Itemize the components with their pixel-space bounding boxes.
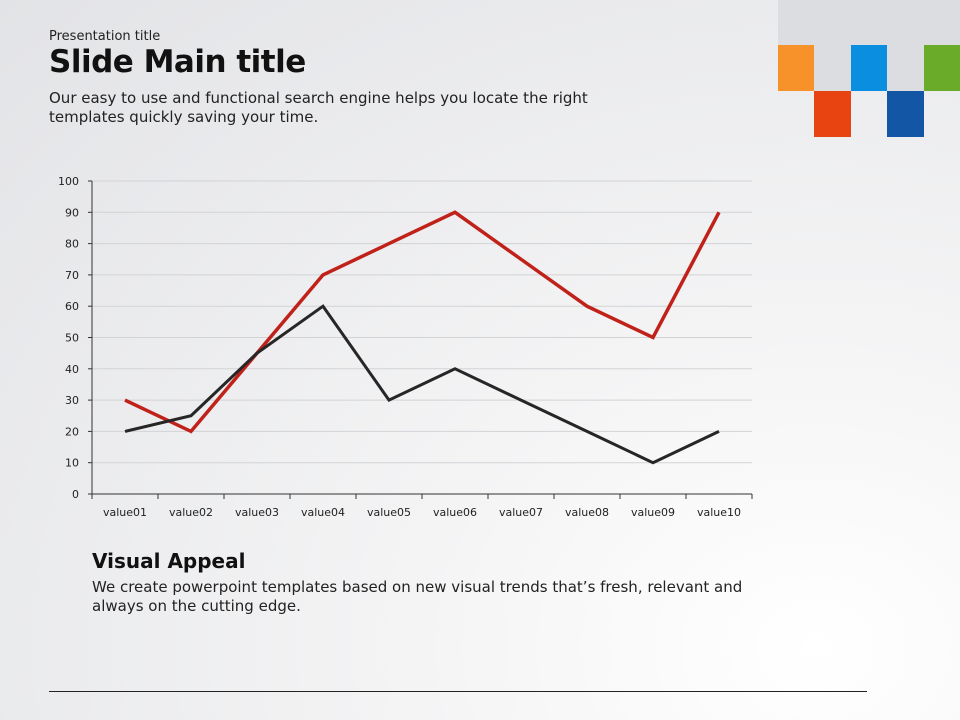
decor-square-gray: [851, 0, 888, 46]
presentation-title: Presentation title: [49, 29, 161, 44]
x-tick-label: value07: [499, 506, 543, 519]
x-tick-label: value09: [631, 506, 675, 519]
decor-square-gray: [887, 0, 924, 46]
section-text: We create powerpoint templates based on …: [92, 578, 743, 615]
y-tick-label: 70: [65, 269, 79, 282]
decor-square-gray: [924, 0, 960, 46]
y-tick-label: 80: [65, 238, 79, 251]
y-tick-label: 90: [65, 206, 79, 219]
section-heading: Visual Appeal: [92, 549, 246, 573]
decor-square-green: [924, 45, 960, 91]
slide-main-title: Slide Main title: [49, 44, 306, 80]
series-line-2: [124, 304, 720, 465]
y-tick-label: 60: [65, 300, 79, 313]
series-line-1: [124, 210, 721, 434]
y-tick-label: 50: [65, 332, 79, 345]
x-tick-label: value08: [565, 506, 609, 519]
y-tick-label: 0: [72, 488, 79, 501]
x-tick-label: value05: [367, 506, 411, 519]
y-tick-label: 40: [65, 363, 79, 376]
y-tick-label: 20: [65, 425, 79, 438]
decor-square-gray: [814, 0, 851, 46]
y-tick-label: 10: [65, 457, 79, 470]
decor-square-blue: [851, 45, 888, 91]
decor-square-dark-blue: [887, 91, 924, 137]
x-tick-label: value06: [433, 506, 477, 519]
x-tick-label: value01: [103, 506, 147, 519]
x-tick-label: value02: [169, 506, 213, 519]
y-tick-label: 30: [65, 394, 79, 407]
slide-subtitle: Our easy to use and functional search en…: [49, 89, 588, 126]
footer-divider: [49, 691, 867, 692]
x-tick-label: value10: [697, 506, 741, 519]
decor-square-gray: [887, 45, 924, 91]
decor-square-red: [814, 91, 851, 137]
decor-square-orange: [778, 45, 815, 91]
y-tick-label: 100: [58, 175, 79, 188]
x-tick-label: value04: [301, 506, 345, 519]
decor-square-gray: [814, 45, 851, 91]
x-tick-label: value03: [235, 506, 279, 519]
decor-square-gray: [778, 0, 815, 46]
